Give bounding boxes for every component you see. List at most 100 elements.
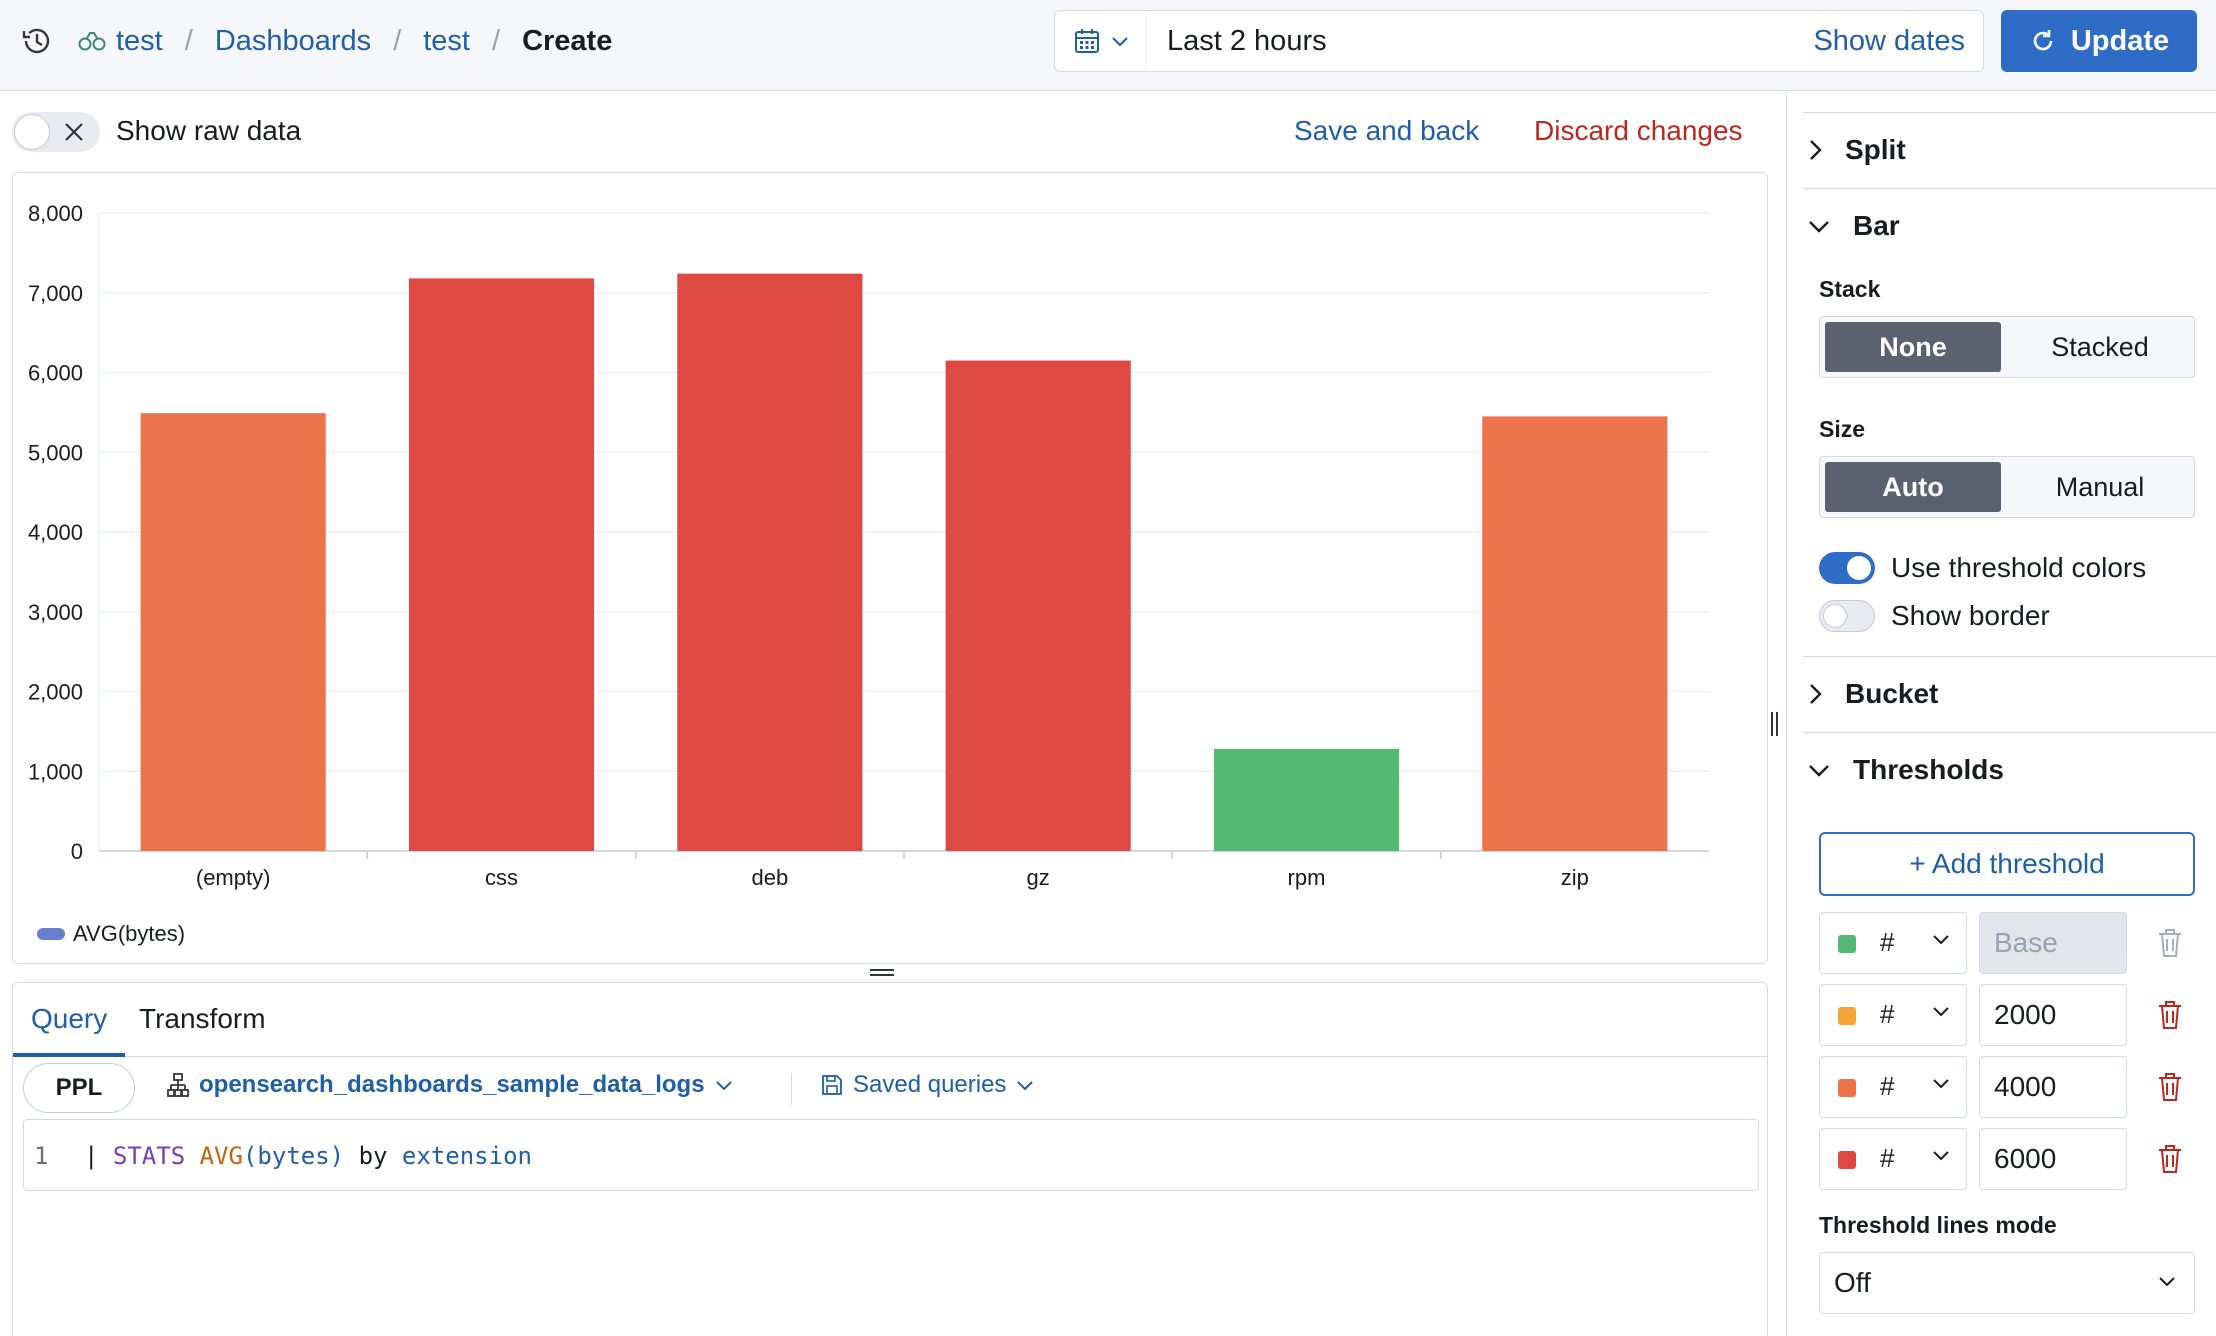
bar-gz[interactable] (945, 360, 1131, 851)
tab-transform[interactable]: Transform (139, 1003, 266, 1034)
index-pattern-icon (167, 1073, 189, 1097)
time-range-label[interactable]: Last 2 hours (1167, 25, 1327, 57)
color-swatch (1838, 1151, 1856, 1169)
bar-chart: 0 1,000 2,000 3,000 4,000 5,000 6,000 7,000 8,00… (28, 201, 1709, 890)
quick-select-button[interactable] (1055, 11, 1147, 71)
size-label: Size (1819, 416, 1866, 442)
breadcrumb-separator: / (393, 24, 402, 57)
bar-deb[interactable] (677, 273, 863, 851)
section-bar[interactable]: Bar (1807, 190, 2197, 262)
show-border-label: Show border (1891, 600, 2050, 631)
add-threshold-button[interactable]: + Add threshold (1819, 832, 2195, 896)
show-dates-link[interactable]: Show dates (1813, 25, 1965, 57)
section-divider (1803, 732, 2216, 733)
chevron-down-icon (1809, 221, 1829, 233)
code-by: by (344, 1142, 402, 1170)
breadcrumb-separator: / (492, 24, 501, 57)
bar-zip[interactable] (1482, 416, 1668, 851)
vertical-resize-handle[interactable] (1770, 712, 1780, 736)
stack-stacked-button[interactable]: Stacked (2051, 331, 2149, 362)
chevron-right-icon (1810, 684, 1822, 704)
color-swatch (1838, 935, 1856, 953)
chevron-down-icon (1933, 1079, 1949, 1089)
size-auto-button[interactable]: Auto (1825, 462, 2001, 512)
bar-rpm[interactable] (1213, 748, 1400, 851)
update-button[interactable]: Update (2001, 10, 2197, 72)
stack-none-button[interactable]: None (1825, 322, 2001, 372)
discard-changes-link[interactable]: Discard changes (1534, 115, 1743, 146)
trash-icon[interactable] (2153, 1070, 2187, 1104)
show-border-switch[interactable] (1819, 600, 1875, 632)
trash-icon[interactable] (2153, 998, 2187, 1032)
section-divider (1803, 656, 2216, 657)
section-bucket-label: Bucket (1845, 678, 1939, 709)
x-tick-label: css (485, 865, 518, 890)
threshold-colors-switch[interactable] (1819, 552, 1875, 584)
chevron-down-icon (715, 1081, 732, 1091)
section-thresholds[interactable]: Thresholds (1807, 734, 2197, 806)
threshold-value-input[interactable]: 4000 (1979, 1056, 2127, 1118)
threshold-row: # 4000 (1819, 1056, 2216, 1118)
y-tick-label: 3,000 (28, 600, 83, 625)
active-tab-indicator (13, 1053, 125, 1057)
bar-css[interactable] (408, 278, 595, 851)
threshold-color-picker[interactable]: # (1819, 984, 1967, 1046)
chevron-down-icon (1017, 1081, 1034, 1091)
trash-icon[interactable] (2153, 1142, 2187, 1176)
x-tick-label: deb (751, 865, 788, 890)
section-divider (1803, 112, 2216, 113)
threshold-color-picker[interactable]: # (1819, 1056, 1967, 1118)
chart-legend[interactable]: AVG(bytes) (37, 921, 185, 947)
save-and-back-link[interactable]: Save and back (1294, 115, 1480, 146)
stack-button-group: None Stacked (1819, 316, 2195, 378)
horizontal-resize-handle[interactable] (870, 968, 894, 978)
size-manual-button[interactable]: Manual (2055, 471, 2145, 502)
show-raw-data-toggle[interactable] (12, 112, 100, 152)
section-divider (1803, 188, 2216, 189)
tab-query[interactable]: Query (31, 1003, 108, 1034)
divider (791, 1073, 792, 1105)
hash-label: # (1880, 927, 1895, 957)
query-editor[interactable]: 1 | STATS AVG(bytes) by extension (23, 1119, 1759, 1191)
y-tick-label: 7,000 (28, 281, 83, 306)
toggle-knob (14, 114, 50, 150)
binoculars-icon (78, 32, 106, 51)
threshold-color-picker[interactable]: # (1819, 1128, 1967, 1190)
date-picker: Last 2 hours Show dates (1054, 10, 1984, 72)
section-split[interactable]: Split (1807, 114, 2197, 186)
legend-swatch (37, 928, 65, 940)
index-name: opensearch_dashboards_sample_data_logs (199, 1071, 705, 1098)
threshold-lines-select[interactable]: Off (1819, 1252, 2195, 1314)
query-code: | STATS AVG(bytes) by extension (84, 1142, 532, 1170)
breadcrumb-item-dashboards[interactable]: Dashboards (214, 24, 372, 57)
index-selector[interactable]: opensearch_dashboards_sample_data_logs (167, 1071, 733, 1099)
x-tick-label: zip (1561, 865, 1589, 890)
code-paren: ) (329, 1142, 345, 1170)
y-tick-label: 1,000 (28, 759, 83, 784)
code-paren: ( (242, 1142, 258, 1170)
chevron-down-icon (2159, 1277, 2175, 1287)
threshold-value-input[interactable]: 2000 (1979, 984, 2127, 1046)
threshold-color-picker[interactable]: # (1819, 912, 1967, 974)
y-tick-label: 5,000 (28, 440, 83, 465)
code-pipe: | (84, 1142, 113, 1170)
breadcrumb: test / Dashboards / test / Create (78, 0, 612, 82)
top-bar: test / Dashboards / test / Create Last 2… (0, 0, 2216, 91)
y-tick-label: 4,000 (28, 520, 83, 545)
saved-queries-label: Saved queries (853, 1071, 1007, 1098)
calendar-icon (1074, 29, 1099, 53)
bar-empty[interactable] (140, 413, 326, 851)
chevron-down-icon (1111, 37, 1128, 47)
size-button-group: Auto Manual (1819, 456, 2195, 518)
query-language-button[interactable]: PPL (23, 1063, 135, 1113)
breadcrumb-item-dashboard[interactable]: test (423, 24, 470, 57)
saved-queries-button[interactable]: Saved queries (821, 1071, 1034, 1099)
breadcrumb-item-workspace[interactable]: test (116, 24, 163, 57)
section-bucket[interactable]: Bucket (1807, 658, 2197, 730)
history-icon[interactable] (18, 22, 56, 60)
code-keyword: STATS (112, 1142, 186, 1170)
code-argument: bytes (257, 1142, 330, 1170)
threshold-value-input[interactable]: 6000 (1979, 1128, 2127, 1190)
x-tick-label: (empty) (196, 865, 271, 890)
y-tick-label: 0 (71, 839, 83, 864)
